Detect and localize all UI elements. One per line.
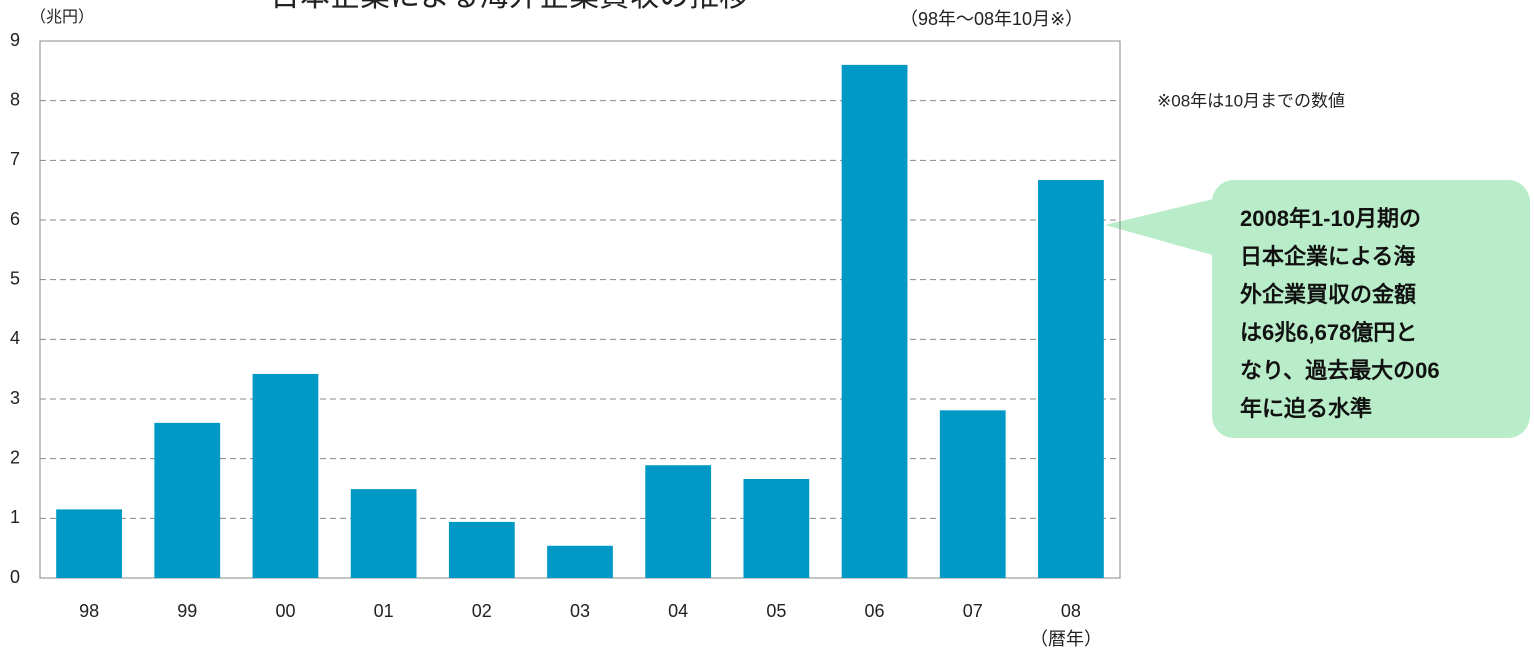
y-tick-label: 3 xyxy=(10,388,20,408)
y-tick-label: 7 xyxy=(10,149,20,169)
x-tick-label: 07 xyxy=(963,601,983,621)
y-tick-label: 8 xyxy=(10,89,20,109)
bar xyxy=(252,373,319,578)
callout-pointer xyxy=(1105,195,1230,260)
bar xyxy=(743,478,810,578)
x-tick-label: 00 xyxy=(275,601,295,621)
bar xyxy=(154,422,221,578)
y-axis-label: （兆円） xyxy=(30,8,94,26)
bar xyxy=(350,489,417,578)
bar xyxy=(56,509,122,578)
chart-title: 日本企業による海外企業買収の推移 xyxy=(270,0,749,13)
bar xyxy=(939,410,1006,578)
chart-subtitle: （98年〜08年10月※） xyxy=(900,9,1083,29)
bar xyxy=(1038,180,1104,579)
bar xyxy=(645,465,712,578)
y-tick-label: 0 xyxy=(10,567,20,587)
note: ※08年は10月までの数値 xyxy=(1157,91,1345,110)
x-tick-label: 01 xyxy=(374,601,394,621)
callout-box xyxy=(1212,180,1530,438)
bar xyxy=(841,64,908,578)
x-tick-label: 06 xyxy=(865,601,885,621)
x-tick-label: 02 xyxy=(472,601,492,621)
callout-text: は6兆6,678億円と xyxy=(1240,320,1417,345)
callout-text: なり、過去最大の06 xyxy=(1240,358,1440,383)
y-tick-label: 4 xyxy=(10,328,20,348)
bar xyxy=(448,521,515,578)
y-tick-label: 1 xyxy=(10,507,20,527)
x-tick-label: 08 xyxy=(1061,601,1081,621)
x-axis-label: （暦年） xyxy=(1030,629,1102,649)
y-tick-label: 5 xyxy=(10,268,20,288)
callout-text: 日本企業による海 xyxy=(1240,244,1415,269)
bar xyxy=(547,545,613,578)
y-tick-label: 2 xyxy=(10,447,20,467)
callout-text: 外企業買収の金額 xyxy=(1240,282,1416,307)
x-tick-label: 98 xyxy=(79,601,99,621)
x-tick-label: 99 xyxy=(177,601,197,621)
y-tick-label: 9 xyxy=(10,30,20,50)
callout-text: 年に迫る水準 xyxy=(1240,396,1372,421)
y-tick-label: 6 xyxy=(10,209,20,229)
callout-text: 2008年1-10月期の xyxy=(1240,206,1421,231)
x-tick-label: 03 xyxy=(570,601,590,621)
x-tick-label: 05 xyxy=(766,601,786,621)
x-tick-label: 04 xyxy=(668,601,688,621)
